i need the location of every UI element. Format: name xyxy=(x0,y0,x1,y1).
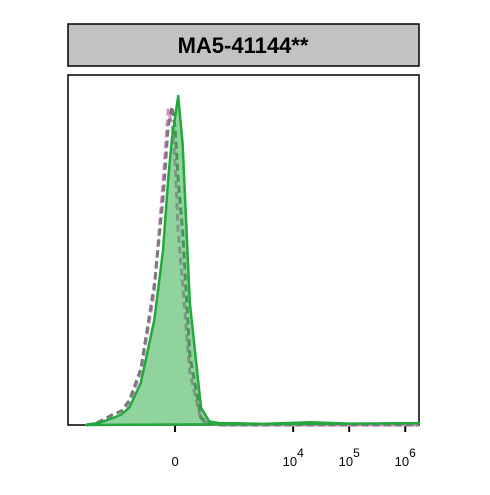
plot-frame xyxy=(67,74,420,426)
x-tick-label: 104 xyxy=(283,446,304,469)
histogram-area xyxy=(84,94,421,427)
x-tick-label-base: 10 xyxy=(283,454,297,469)
histogram-line xyxy=(85,108,419,427)
x-tick-label: 105 xyxy=(339,446,360,469)
x-tick-label-exponent: 5 xyxy=(353,446,360,460)
x-tick-label-base: 10 xyxy=(339,454,353,469)
histogram-line xyxy=(85,105,419,427)
x-tick-label-exponent: 6 xyxy=(409,446,416,460)
x-tick-label: 0 xyxy=(171,454,178,469)
title-box xyxy=(67,23,420,67)
chart-title: MA5-41144** xyxy=(178,33,309,58)
x-tick-label-exponent: 4 xyxy=(297,446,304,460)
x-tick-label-base: 10 xyxy=(395,454,409,469)
x-tick-label: 106 xyxy=(395,446,416,469)
